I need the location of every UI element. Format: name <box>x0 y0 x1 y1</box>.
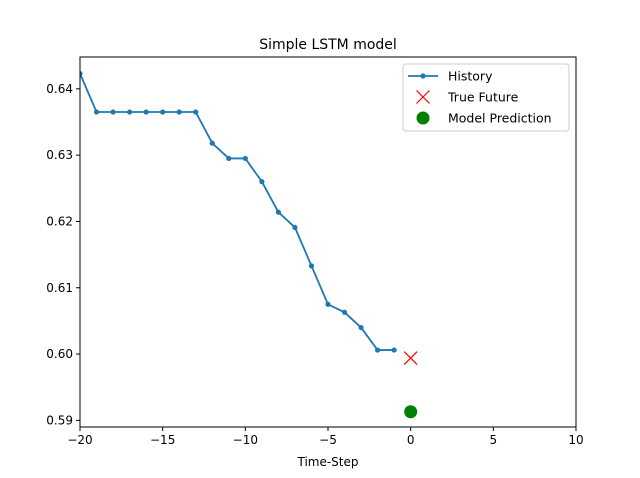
model-prediction-marker <box>404 405 418 419</box>
history-point <box>193 109 199 115</box>
legend-x-swatch <box>416 90 430 104</box>
legend-item: History <box>408 69 493 84</box>
legend-box <box>402 63 570 132</box>
history-point <box>375 347 381 353</box>
x-tick-label: −15 <box>150 433 175 447</box>
history-point <box>110 109 116 115</box>
x-tick-label: 5 <box>490 433 498 447</box>
history-point <box>275 209 281 215</box>
x-tick-label: −20 <box>67 433 92 447</box>
history-point <box>308 263 315 269</box>
legend-dot-swatch <box>420 73 426 79</box>
history-point <box>93 109 100 115</box>
legend-label: History <box>448 69 493 84</box>
legend-item: True Future <box>416 90 519 105</box>
legend: History True Future Model Prediction <box>402 63 570 132</box>
x-axis-label: Time-Step <box>296 455 358 469</box>
y-tick-label: 0.64 <box>46 82 73 96</box>
x-tick-label: 0 <box>407 433 415 447</box>
history-point <box>226 155 232 162</box>
x-axis-ticks: −20 −15 −10 −5 0 5 10 <box>67 427 584 447</box>
history-point <box>259 179 265 185</box>
series-group <box>80 70 418 419</box>
y-tick-label: 0.63 <box>46 148 73 162</box>
x-tick-label: −10 <box>233 433 258 447</box>
y-tick-label: 0.61 <box>46 281 73 295</box>
history-point <box>127 109 133 115</box>
y-tick-label: 0.60 <box>46 347 73 361</box>
y-tick-label: 0.62 <box>46 214 73 228</box>
x-tick-label: 10 <box>568 433 583 447</box>
chart-title: Simple LSTM model <box>259 37 397 53</box>
history-point <box>292 224 298 231</box>
history-point <box>325 301 331 307</box>
history-point <box>176 109 182 115</box>
history-point <box>242 155 248 162</box>
true-future-marker <box>403 351 418 365</box>
history-point <box>143 109 149 115</box>
y-tick-label: 0.59 <box>46 413 73 427</box>
history-point <box>209 140 215 146</box>
legend-label: True Future <box>447 90 519 105</box>
x-tick-label: −5 <box>319 433 337 447</box>
history-point <box>358 324 364 331</box>
legend-label: Model Prediction <box>448 111 552 126</box>
history-point <box>391 347 397 353</box>
plot-area <box>80 70 418 419</box>
history-point <box>160 109 166 115</box>
history-line <box>80 73 395 351</box>
legend-item: Model Prediction <box>416 111 552 126</box>
history-point <box>80 70 83 77</box>
legend-circle-swatch <box>416 111 430 125</box>
history-point <box>341 309 348 315</box>
y-axis-ticks: 0.59 0.60 0.61 0.62 0.63 0.64 <box>46 82 80 427</box>
